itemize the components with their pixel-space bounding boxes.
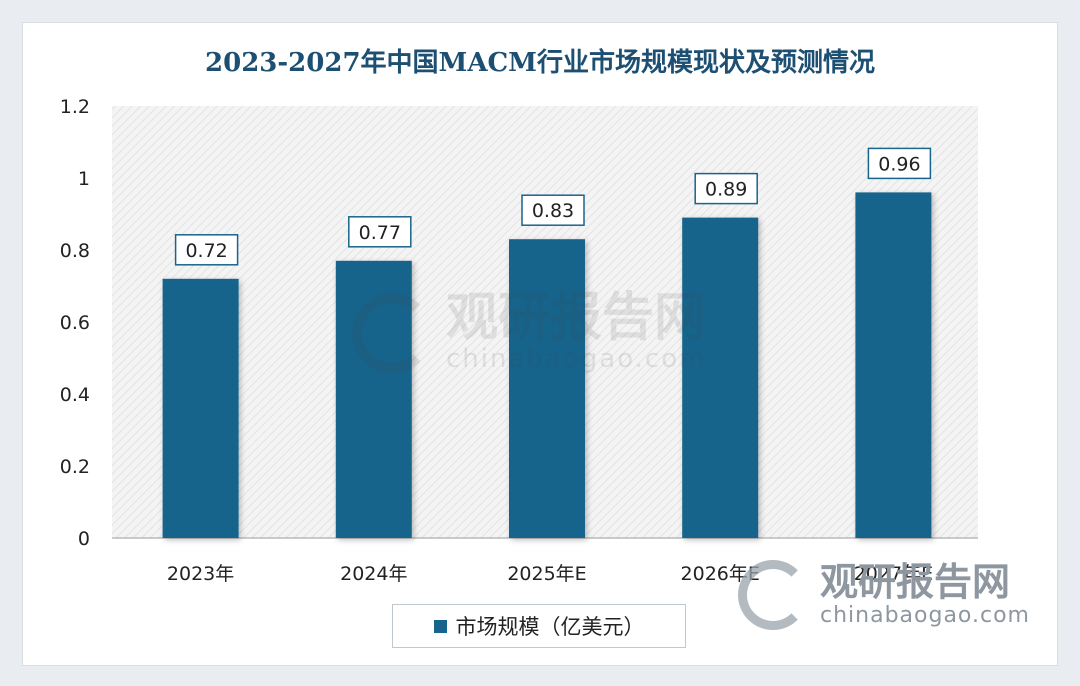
watermark-center-en: chinabaogao.com [446,344,707,374]
bar [855,192,932,538]
watermark-corner-logo-icon [738,560,808,630]
y-tick-label: 0.6 [60,312,90,334]
data-label: 0.72 [185,240,227,262]
x-tick-label: 2027年E [854,563,933,585]
watermark-center-cn: 观研报告网 [446,288,707,348]
y-tick-label: 1 [78,168,90,190]
legend-swatch [433,619,447,633]
data-label: 0.77 [359,222,401,244]
watermark-center: 观研报告网 chinabaogao.com [352,292,706,374]
data-label-box [521,194,585,226]
y-tick-label: 0.2 [60,456,90,478]
x-tick-label: 2023年 [167,563,234,585]
bar [509,239,585,538]
watermark-logo-icon [352,293,432,373]
data-label-box [348,216,412,248]
data-label: 0.89 [705,179,747,201]
data-label: 0.96 [878,153,920,175]
y-tick-label: 0.8 [60,240,90,262]
data-label: 0.83 [532,200,574,222]
x-tick-label: 2024年 [340,563,407,585]
y-tick-label: 0 [78,528,90,550]
x-tick-label: 2026年E [681,563,760,585]
data-label-box [694,172,758,205]
chart-legend: 市场规模（亿美元） [392,604,686,648]
bar [162,278,239,538]
y-tick-label: 0.4 [60,384,90,406]
x-tick-label: 2025年E [507,563,586,585]
legend-label: 市场规模（亿美元） [455,615,645,639]
watermark-corner-cn: 观研报告网 [820,559,1011,604]
data-label-box [867,147,932,180]
watermark-corner-en: chinabaogao.com [820,603,1030,629]
data-label-box [174,234,239,266]
bar [682,217,759,538]
chart-title: 2023-2027年中国MACM行业市场规模现状及预测情况 [205,48,875,78]
y-tick-label: 1.2 [60,96,90,118]
watermark-corner: 观研报告网 chinabaogao.com [738,560,1030,630]
